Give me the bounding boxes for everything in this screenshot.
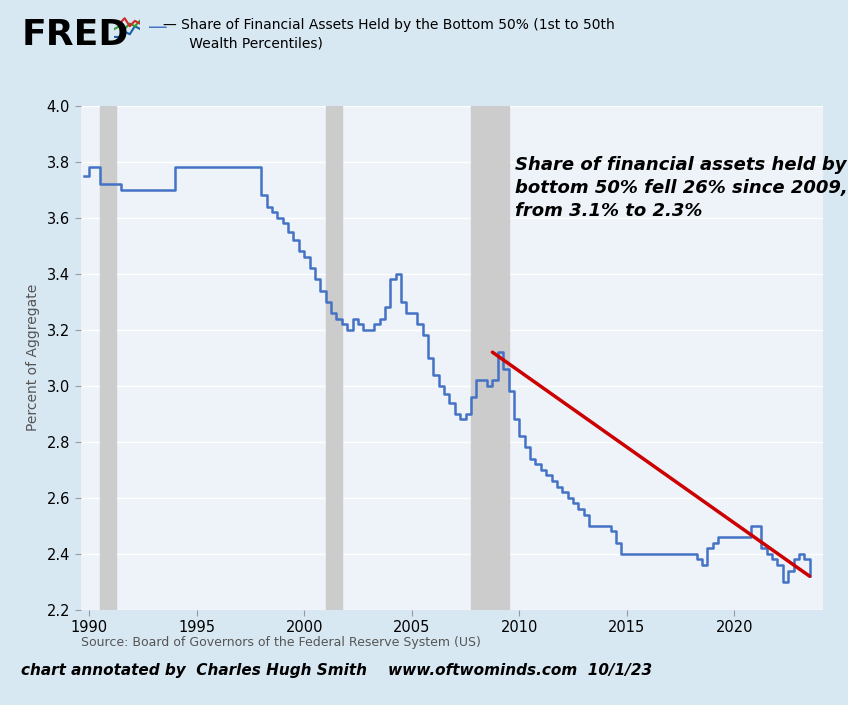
Bar — [100, 106, 116, 610]
Bar — [326, 106, 342, 610]
Text: FRED: FRED — [21, 18, 129, 51]
Y-axis label: Percent of Aggregate: Percent of Aggregate — [25, 284, 40, 431]
Text: chart annotated by  Charles Hugh Smith    www.oftwominds.com  10/1/23: chart annotated by Charles Hugh Smith ww… — [21, 663, 652, 678]
Text: — Share of Financial Assets Held by the Bottom 50% (1st to 50th: — Share of Financial Assets Held by the … — [163, 18, 615, 32]
Text: —: — — [148, 18, 168, 37]
Text: Share of financial assets held by the
bottom 50% fell 26% since 2009,
from 3.1% : Share of financial assets held by the bo… — [515, 157, 848, 220]
Bar — [471, 106, 509, 610]
Text: Wealth Percentiles): Wealth Percentiles) — [163, 37, 323, 51]
Text: Source: Board of Governors of the Federal Reserve System (US): Source: Board of Governors of the Federa… — [81, 636, 481, 649]
